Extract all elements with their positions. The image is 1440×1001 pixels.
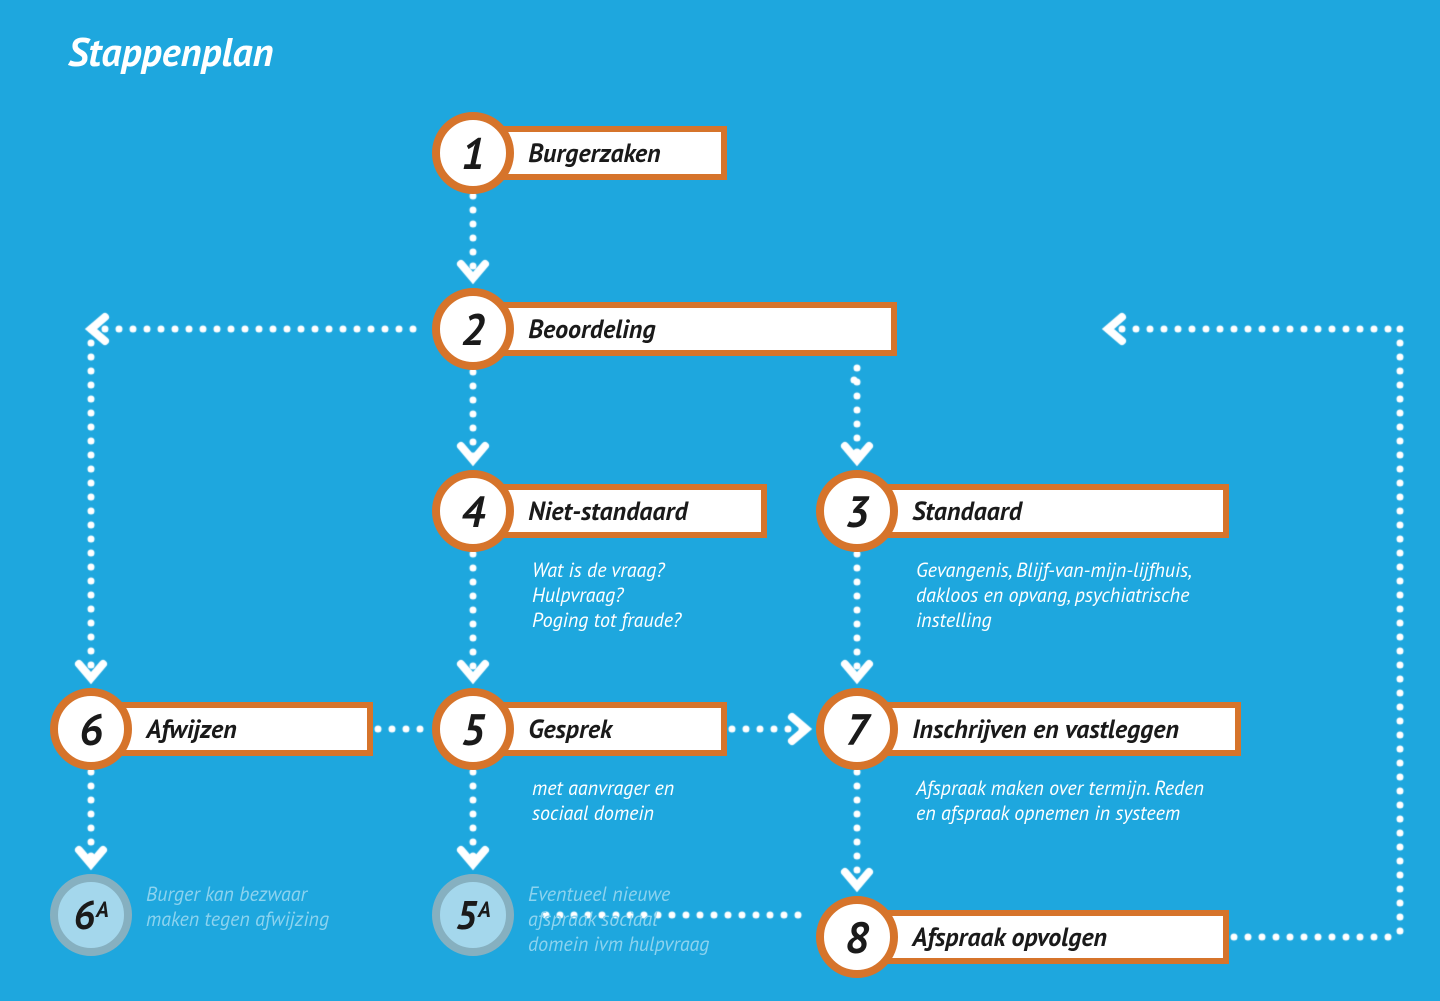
step-badge: 4 bbox=[432, 470, 514, 552]
step-label: Inschrijven en vastleggen bbox=[861, 702, 1241, 756]
end-desc: Eventueel nieuweafspraak sociaaldomein i… bbox=[528, 882, 788, 957]
step-desc: met aanvrager ensociaal domein bbox=[532, 776, 802, 826]
step-label: Burgerzaken bbox=[477, 126, 727, 180]
step-badge: 8 bbox=[816, 896, 898, 978]
step-label: Afwijzen bbox=[95, 702, 373, 756]
step-label: Gesprek bbox=[477, 702, 727, 756]
end-desc: Burger kan bezwaarmaken tegen afwijzing bbox=[146, 882, 406, 932]
page-title: Stappenplan bbox=[68, 26, 273, 78]
step-label: Niet-standaard bbox=[477, 484, 767, 538]
step-label: Afspraak opvolgen bbox=[861, 910, 1229, 964]
step-badge: 5 bbox=[432, 688, 514, 770]
step-label: Standaard bbox=[861, 484, 1229, 538]
step-badge: 6 bbox=[50, 688, 132, 770]
step-badge: 1 bbox=[432, 112, 514, 194]
step-badge: 7 bbox=[816, 688, 898, 770]
step-desc: Wat is de vraag?Hulpvraag?Poging tot fra… bbox=[532, 558, 842, 633]
step-badge: 2 bbox=[432, 288, 514, 370]
end-badge: 6A bbox=[50, 874, 132, 956]
step-desc: Afspraak maken over termijn. Redenen afs… bbox=[916, 776, 1316, 826]
step-label: Beoordeling bbox=[477, 302, 897, 356]
step-desc: Gevangenis, Blijf-van-mijn-lijfhuis,dakl… bbox=[916, 558, 1304, 633]
step-badge: 3 bbox=[816, 470, 898, 552]
end-badge: 5A bbox=[432, 874, 514, 956]
